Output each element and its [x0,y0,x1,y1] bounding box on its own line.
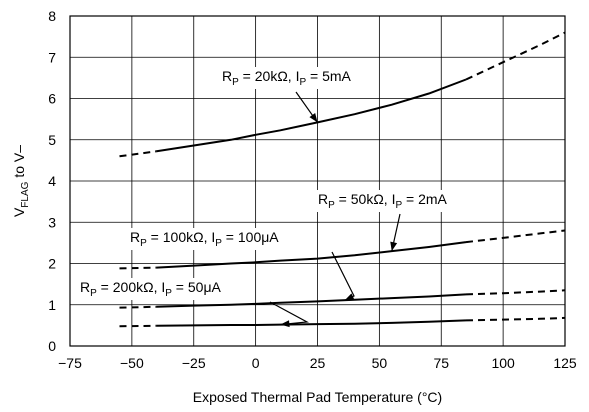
x-tick-label: −75 [58,355,82,371]
series-annotation: RP = 50kΩ, IP = 2mA [315,190,451,252]
y-tick-label: 6 [48,91,56,107]
series-label: RP = 20kΩ, IP = 5mA [222,68,352,88]
x-tick-label: 125 [553,355,577,371]
series-label: RP = 100kΩ, IP = 100μA [130,229,279,249]
y-tick-label: 4 [48,173,56,189]
series-line [119,31,566,158]
y-axis-label: VFLAG to V– [11,145,31,217]
series-label-background [127,228,283,250]
x-tick-label: 75 [433,355,449,371]
y-tick-label: 0 [48,338,56,354]
series-annotations: RP = 20kΩ, IP = 5mA RP = 50kΩ, IP = 2mA RP… [77,67,451,328]
series-leader-arrowhead [280,320,290,328]
series-annotation: RP = 20kΩ, IP = 5mA [219,67,355,123]
series-label-background [77,278,225,300]
series-label-background [315,190,451,212]
x-tick-label: 0 [252,355,260,371]
series-line-solid [156,241,467,269]
series-leader-arrowhead [309,113,318,123]
series-leader-line [331,251,355,301]
series-line [119,229,566,270]
tick-labels: −75 −50 −25 0 25 50 75 100 125 0 1 2 3 4 5 6 7 8 [48,8,577,371]
series-line [119,316,566,328]
series-line-dashed-start [119,305,157,309]
y-tick-label: 2 [48,256,56,272]
plot-frame [69,15,566,347]
y-tick-label: 7 [48,49,56,65]
series-line-solid [156,293,467,308]
x-tick-label: −50 [120,355,144,371]
series-label-background [219,67,355,89]
series-leader-arrowhead [344,293,355,301]
series-line-dashed-end [465,31,566,81]
series-line-dashed-start [119,266,157,270]
series-line-dashed-end [465,289,566,296]
x-tick-label: −25 [182,355,206,371]
x-tick-label: 25 [310,355,326,371]
x-tick-label: 50 [372,355,388,371]
series-annotation: RP = 100kΩ, IP = 100μA [127,228,355,301]
series-line-dashed-start [119,150,157,158]
y-tick-label: 5 [48,132,56,148]
series-annotation: RP = 200kΩ, IP = 50μA [77,278,310,328]
series-line [119,289,566,309]
y-tick-label: 8 [48,8,56,24]
series-leader-arrowhead [390,241,398,252]
series-curves [119,31,566,328]
series-line-solid [156,78,467,153]
x-axis-label: Exposed Thermal Pad Temperature (°C) [193,389,442,405]
series-line-dashed-end [465,316,566,322]
series-line-solid [156,319,467,327]
series-label: RP = 200kΩ, IP = 50μA [80,279,222,299]
series-line-dashed-end [465,229,566,244]
x-tick-label: 100 [491,355,515,371]
y-tick-label: 1 [48,297,56,313]
y-axis-label-group: VFLAG to V– [11,145,31,217]
y-tick-label: 3 [48,214,56,230]
series-label: RP = 50kΩ, IP = 2mA [318,191,448,211]
